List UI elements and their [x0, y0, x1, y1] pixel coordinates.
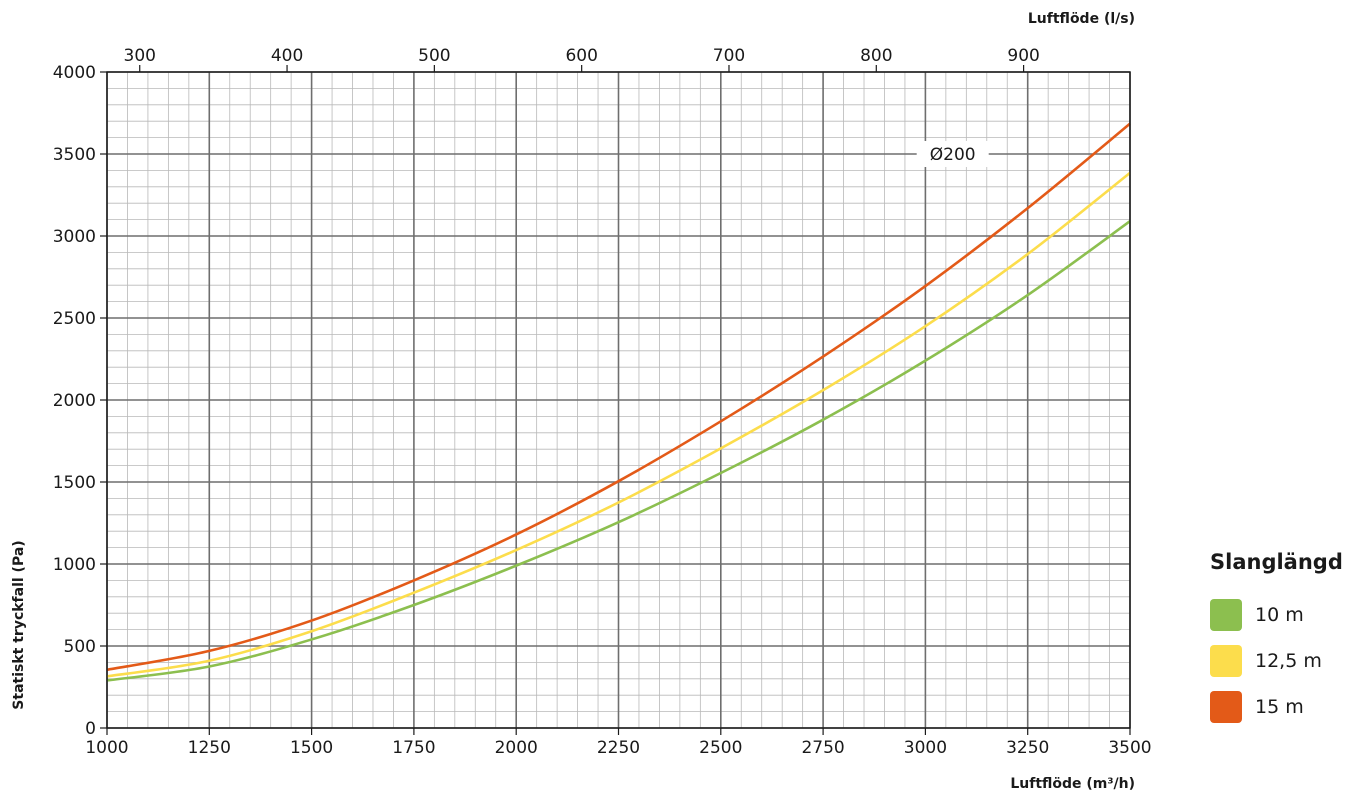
x2-tick-label: 800 — [860, 46, 892, 66]
legend-title: Slanglängd — [1210, 550, 1343, 574]
x-tick-label: 3500 — [1108, 738, 1151, 758]
y-tick-label: 0 — [85, 719, 96, 739]
legend-swatch-orange — [1210, 691, 1242, 723]
series-line-12-5m — [106, 171, 1131, 678]
y-tick-label: 3000 — [53, 227, 96, 247]
x-tick-label: 2750 — [801, 738, 844, 758]
legend-item-10m: 10 m — [1210, 592, 1355, 638]
x-tick-label: 3000 — [904, 738, 947, 758]
x-axis-title: Luftflöde (m³/h) — [1010, 776, 1135, 792]
x2-tick-label: 900 — [1007, 46, 1039, 66]
x2-axis-title: Luftflöde (l/s) — [1028, 11, 1135, 27]
x2-tick-label: 700 — [713, 46, 745, 66]
legend-item-15m: 15 m — [1210, 684, 1355, 730]
y-tick-label: 4000 — [53, 63, 96, 83]
x-tick-label: 2250 — [597, 738, 640, 758]
legend-label: 12,5 m — [1255, 650, 1322, 672]
y-tick-label: 2500 — [53, 309, 96, 329]
annotation-background — [916, 141, 989, 167]
legend-item-12-5m: 12,5 m — [1210, 638, 1355, 684]
y-axis-title: Statiskt tryckfall (Pa) — [11, 540, 27, 709]
y-tick-label: 500 — [64, 637, 96, 657]
x2-axis-ticks: 300 400 500 600 700 800 900 — [124, 46, 1040, 72]
series-layer — [106, 122, 1131, 682]
x2-tick-label: 600 — [565, 46, 597, 66]
y-tick-label: 3500 — [53, 145, 96, 165]
y-tick-label: 1000 — [53, 555, 96, 575]
legend: Slanglängd 10 m 12,5 m 15 m — [1210, 550, 1355, 730]
x-tick-label: 2500 — [699, 738, 742, 758]
series-line-10m — [106, 220, 1131, 682]
x2-tick-label: 300 — [124, 46, 156, 66]
y-axis-ticks: 0 500 1000 1500 2000 2500 3000 3500 4000 — [53, 63, 107, 739]
legend-label: 15 m — [1255, 696, 1304, 718]
y-tick-label: 2000 — [53, 391, 96, 411]
x-tick-label: 1250 — [188, 738, 231, 758]
x-tick-label: 2000 — [495, 738, 538, 758]
x-tick-label: 1000 — [85, 738, 128, 758]
y-tick-label: 1500 — [53, 473, 96, 493]
diameter-annotation: Ø200 — [930, 145, 976, 165]
x-axis-ticks: 1000 1250 1500 1750 2000 2250 2500 2750 3000 3250… — [85, 728, 1152, 758]
annotation-layer: Ø200 — [916, 141, 989, 167]
x2-tick-label: 500 — [418, 46, 450, 66]
legend-label: 10 m — [1255, 604, 1304, 626]
legend-swatch-green — [1210, 599, 1242, 631]
x-tick-label: 1750 — [392, 738, 435, 758]
legend-swatch-yellow — [1210, 645, 1242, 677]
x2-tick-label: 400 — [271, 46, 303, 66]
x-tick-label: 3250 — [1006, 738, 1049, 758]
x-tick-label: 1500 — [290, 738, 333, 758]
series-line-15m — [106, 122, 1131, 672]
